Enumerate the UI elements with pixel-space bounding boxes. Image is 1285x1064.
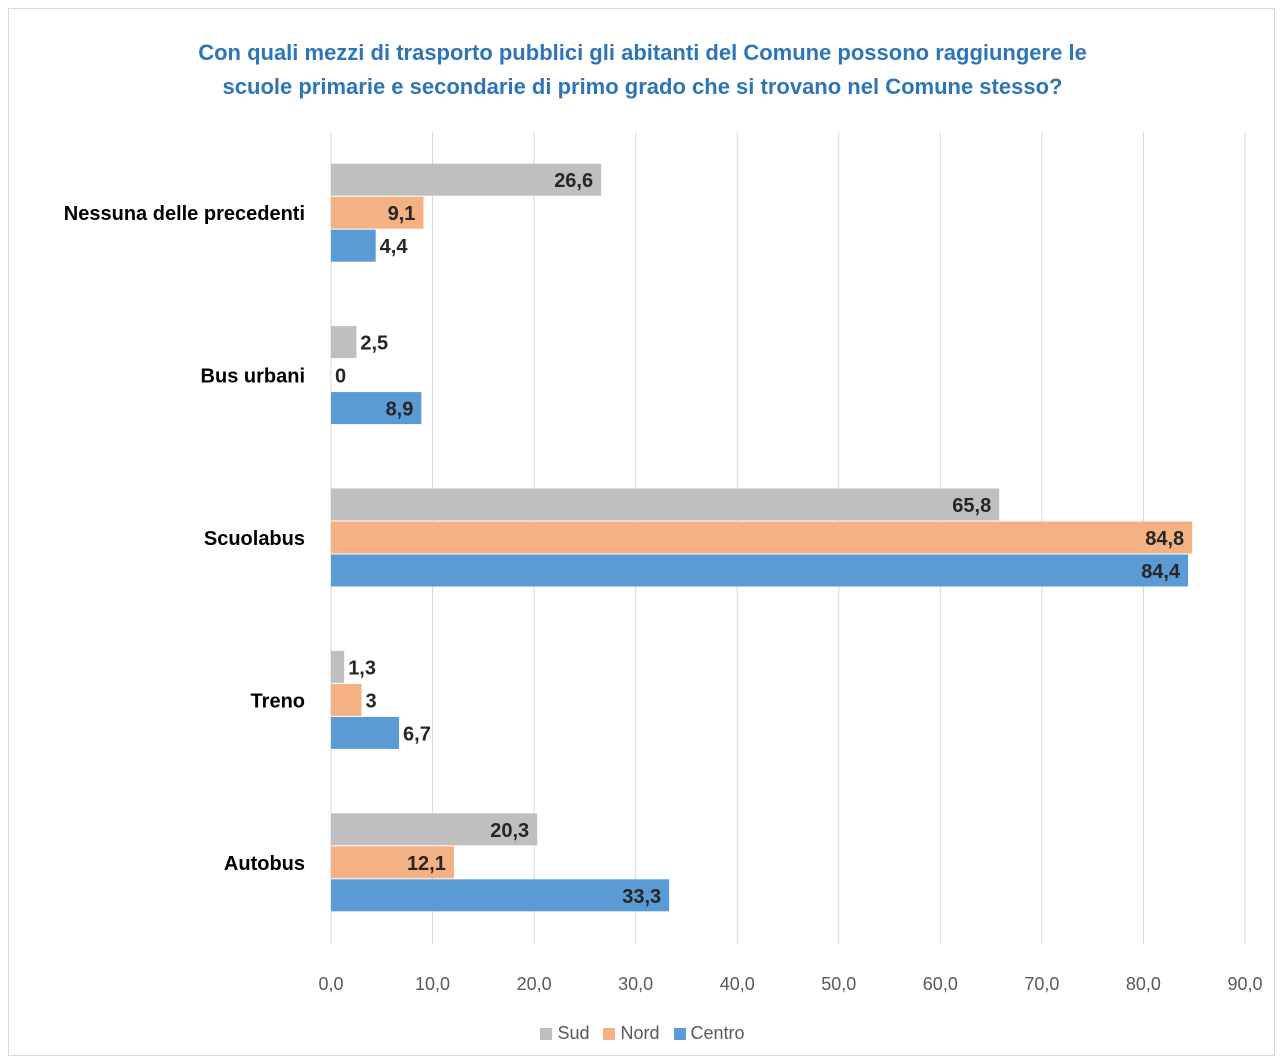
data-label: 8,9 (386, 399, 414, 421)
legend-item-sud: Sud (540, 1023, 589, 1044)
data-label: 33,3 (622, 886, 661, 908)
bar-sud (331, 163, 602, 196)
data-label: 0 (335, 366, 346, 388)
category-label: Bus urbani (201, 366, 305, 388)
x-tick-label: 90,0 (1227, 974, 1262, 994)
data-label: 9,1 (388, 203, 416, 225)
legend-swatch-nord (603, 1027, 616, 1040)
data-label: 65,8 (952, 495, 991, 517)
x-tick-label: 80,0 (1126, 974, 1161, 994)
bar-nord (331, 846, 454, 879)
category-label: Nessuna delle precedenti (64, 203, 305, 225)
chart-title: Con quali mezzi di trasporto pubblici gl… (0, 36, 1285, 104)
category-label: Scuolabus (204, 528, 305, 550)
bar-nord (331, 196, 424, 229)
x-tick-label: 30,0 (618, 974, 653, 994)
legend-label-nord: Nord (620, 1023, 660, 1043)
x-tick-label: 60,0 (923, 974, 958, 994)
data-label: 6,7 (403, 723, 431, 745)
data-label: 84,4 (1141, 561, 1181, 583)
legend-item-nord: Nord (603, 1023, 660, 1044)
x-tick-label: 10,0 (415, 974, 450, 994)
data-label: 20,3 (490, 820, 529, 842)
data-label: 3 (365, 690, 376, 712)
data-label: 84,8 (1145, 528, 1184, 550)
chart-title-line-1: Con quali mezzi di trasporto pubblici gl… (198, 40, 1087, 65)
category-label: Treno (251, 690, 305, 712)
data-label: 12,1 (407, 853, 446, 875)
x-tick-label: 50,0 (821, 974, 856, 994)
bar-centro (331, 229, 376, 262)
bar-sud (331, 650, 345, 683)
bar-sud (331, 326, 357, 359)
bar-centro (331, 879, 670, 912)
category-label: Autobus (224, 853, 305, 875)
bar-sud (331, 488, 1000, 521)
x-tick-label: 0,0 (318, 974, 343, 994)
data-label: 4,4 (380, 236, 409, 258)
chart-title-line-2: scuole primarie e secondarie di primo gr… (222, 74, 1063, 99)
bar-centro (331, 716, 400, 749)
bar-centro (331, 554, 1189, 587)
legend-swatch-centro (673, 1027, 686, 1040)
legend-label-centro: Centro (690, 1023, 745, 1043)
legend-label-sud: Sud (557, 1023, 590, 1043)
x-tick-label: 40,0 (720, 974, 755, 994)
data-label: 1,3 (348, 657, 376, 679)
legend-item-centro: Centro (673, 1023, 745, 1044)
x-tick-label: 20,0 (517, 974, 552, 994)
legend: Sud Nord Centro (0, 1023, 1285, 1044)
data-label: 26,6 (554, 170, 593, 192)
bar-nord (331, 521, 1193, 554)
data-label: 2,5 (360, 333, 388, 355)
legend-swatch-sud (540, 1027, 553, 1040)
bar-nord (331, 683, 362, 716)
x-tick-label: 70,0 (1024, 974, 1059, 994)
bar-centro (331, 392, 422, 425)
bar-sud (331, 813, 538, 846)
